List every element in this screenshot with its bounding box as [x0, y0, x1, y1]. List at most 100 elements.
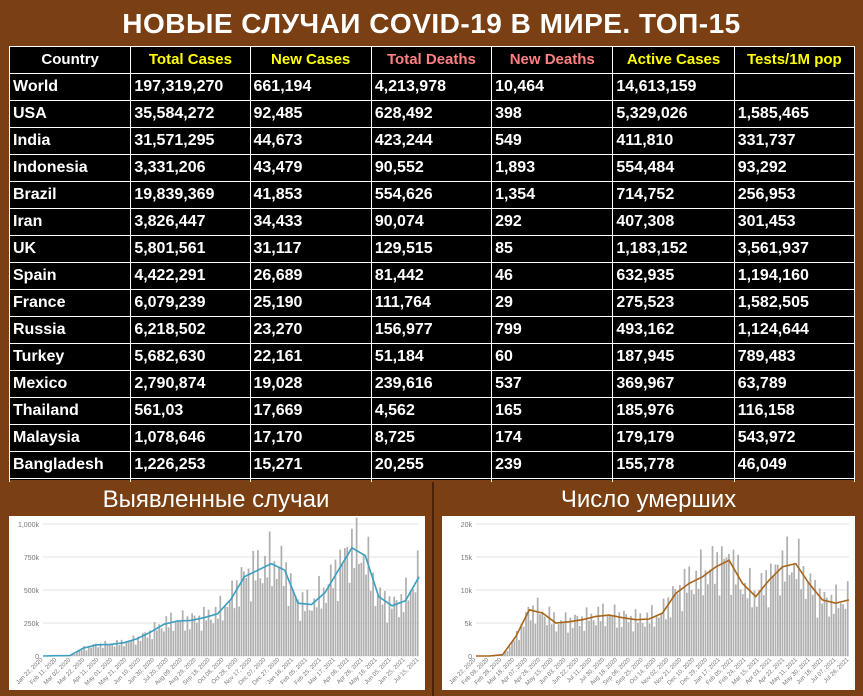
data-bar [273, 561, 276, 656]
value-cell: 5,329,026 [612, 100, 735, 128]
data-bar [282, 586, 285, 656]
data-bar [247, 568, 250, 656]
data-bar [520, 623, 523, 656]
data-bar [844, 608, 847, 656]
value-cell: 20,255 [370, 451, 493, 479]
data-bar [266, 577, 269, 656]
value-cell: 31,571,295 [130, 127, 251, 155]
table-row: France 6,079,239 25,190 111,764 29 275,523 1,5… [8, 289, 856, 317]
data-bar [732, 549, 735, 656]
data-bar [205, 620, 208, 656]
data-bar [618, 612, 621, 656]
data-bar [348, 582, 351, 656]
value-cell: 1,194,160 [733, 262, 856, 290]
data-bar [219, 595, 222, 656]
data-bar [839, 603, 842, 656]
column-header: New Cases [249, 46, 372, 74]
data-bar [564, 612, 567, 656]
data-bar [341, 562, 344, 656]
data-bar [639, 613, 642, 656]
data-bar [532, 605, 534, 656]
data-bar [613, 604, 616, 656]
value-cell: 1,226,253 [130, 451, 251, 479]
data-bar [676, 593, 679, 656]
table-row: Turkey 5,682,630 22,161 51,184 60 187,945 789,… [8, 343, 856, 371]
data-bar [681, 611, 684, 656]
data-bar [711, 546, 714, 656]
country-cell: Russia [8, 316, 132, 344]
table-row: UK 5,801,561 31,117 129,515 85 1,183,152 3,561… [8, 235, 856, 263]
data-bar [167, 627, 170, 656]
value-cell: 90,552 [370, 154, 493, 182]
data-bar [351, 528, 353, 656]
data-bar [372, 572, 374, 656]
data-bar [308, 610, 311, 656]
data-bar [210, 619, 212, 656]
data-bar [828, 616, 830, 656]
data-bar [287, 605, 290, 656]
data-bar [842, 604, 844, 656]
data-bar [252, 550, 255, 656]
data-bar [846, 581, 849, 656]
data-bar [405, 577, 407, 656]
data-bar [734, 584, 737, 656]
data-bar [625, 614, 628, 656]
value-cell: 799 [491, 316, 614, 344]
value-cell: 301,453 [733, 208, 856, 236]
data-bar [334, 559, 337, 656]
data-bar [718, 595, 721, 656]
data-bar [706, 584, 709, 656]
data-bar [383, 591, 386, 656]
value-cell: 19,839,369 [130, 181, 251, 209]
data-bar [268, 531, 271, 656]
value-cell: 46,049 [733, 451, 856, 479]
table-row: Malaysia 1,078,646 17,170 8,725 174 179,179 54… [8, 424, 856, 452]
data-bar [146, 637, 149, 656]
data-bar [506, 650, 509, 656]
country-cell: Malaysia [8, 424, 132, 452]
data-bar [616, 627, 618, 656]
value-cell [733, 73, 856, 101]
data-bar [758, 590, 761, 656]
value-cell: 19,028 [249, 370, 372, 398]
value-cell: 6,079,239 [130, 289, 251, 317]
value-cell: 165 [491, 397, 614, 425]
data-bar [695, 570, 698, 656]
data-bar [700, 549, 702, 656]
data-bar [693, 594, 695, 656]
data-bar [588, 620, 590, 656]
data-bar [648, 623, 651, 656]
value-cell: 398 [491, 100, 614, 128]
data-bar [365, 574, 367, 656]
data-bar [723, 558, 726, 656]
y-tick-label: 10k [461, 588, 473, 595]
country-cell: Bangladesh [8, 451, 132, 479]
data-bar [641, 622, 644, 656]
y-tick-label: 0 [468, 654, 472, 661]
data-bar [306, 589, 309, 656]
data-bar [299, 620, 302, 656]
data-bar [832, 613, 835, 656]
column-header: Country [8, 46, 132, 74]
data-bar [727, 553, 730, 656]
data-bar [109, 644, 111, 656]
deaths-chart-box: 0 5k 10k 15k 20k Jan 22, 2020 Feb 09, 2020 Feb … [442, 516, 855, 690]
data-bar [774, 564, 777, 656]
table-row: Spain 4,422,291 26,689 81,442 46 632,935 1,194… [8, 262, 856, 290]
value-cell: 8,725 [370, 424, 493, 452]
data-bar [508, 646, 511, 656]
data-bar [402, 612, 405, 656]
country-cell: Brazil [8, 181, 132, 209]
value-cell: 628,492 [370, 100, 493, 128]
value-cell: 17,669 [249, 397, 372, 425]
data-bar [188, 629, 191, 656]
data-bar [739, 589, 742, 656]
data-bar [632, 631, 635, 656]
country-cell: Thailand [8, 397, 132, 425]
value-cell: 111,764 [370, 289, 493, 317]
value-cell: 93,292 [733, 154, 856, 182]
y-tick-label: 250k [24, 621, 40, 628]
data-bar [816, 617, 819, 656]
value-cell: 2,790,874 [130, 370, 251, 398]
value-cell: 275,523 [612, 289, 735, 317]
